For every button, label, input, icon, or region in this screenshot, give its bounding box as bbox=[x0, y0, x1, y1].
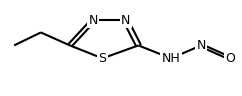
Text: O: O bbox=[225, 52, 235, 65]
Text: N: N bbox=[197, 39, 206, 52]
Text: NH: NH bbox=[162, 52, 180, 65]
Text: N: N bbox=[88, 14, 98, 27]
Text: N: N bbox=[121, 14, 130, 27]
Text: S: S bbox=[98, 52, 106, 65]
